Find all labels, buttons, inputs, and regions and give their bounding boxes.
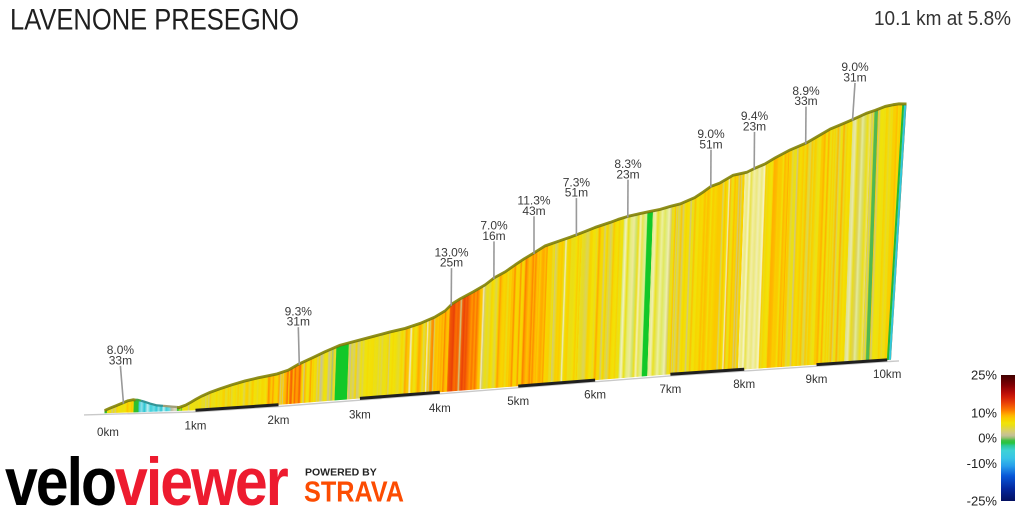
svg-text:-10%: -10% <box>967 456 998 471</box>
svg-text:10.1 km at 5.8%: 10.1 km at 5.8% <box>874 8 1011 30</box>
svg-text:16m: 16m <box>482 229 505 243</box>
svg-text:25%: 25% <box>971 368 997 383</box>
svg-text:POWERED BY: POWERED BY <box>305 467 377 479</box>
svg-text:10km: 10km <box>873 368 901 381</box>
svg-text:11.3%: 11.3% <box>517 194 550 208</box>
svg-text:31m: 31m <box>843 70 866 84</box>
svg-text:2km: 2km <box>268 414 290 427</box>
svg-text:9.3%: 9.3% <box>285 304 313 318</box>
svg-text:0%: 0% <box>978 431 997 446</box>
svg-text:3km: 3km <box>349 408 371 421</box>
svg-text:-25%: -25% <box>967 494 998 509</box>
svg-text:1km: 1km <box>185 419 207 432</box>
svg-text:7.3%: 7.3% <box>563 175 591 189</box>
svg-text:8.0%: 8.0% <box>107 343 135 357</box>
svg-text:0km: 0km <box>97 426 119 439</box>
svg-text:43m: 43m <box>522 204 545 218</box>
svg-text:9km: 9km <box>806 373 828 386</box>
svg-text:33m: 33m <box>794 94 817 108</box>
svg-text:8.3%: 8.3% <box>614 157 642 171</box>
svg-text:13.0%: 13.0% <box>434 245 468 259</box>
svg-text:8km: 8km <box>733 378 755 391</box>
svg-text:STRAVA: STRAVA <box>304 477 404 509</box>
svg-text:6km: 6km <box>584 388 606 401</box>
svg-text:33m: 33m <box>109 354 132 368</box>
svg-text:7.0%: 7.0% <box>480 219 508 233</box>
svg-text:LAVENONE PRESEGNO: LAVENONE PRESEGNO <box>10 4 299 37</box>
svg-text:25m: 25m <box>440 256 463 270</box>
svg-text:4km: 4km <box>429 402 451 415</box>
svg-text:51m: 51m <box>565 186 588 200</box>
svg-text:8.9%: 8.9% <box>792 84 820 98</box>
svg-text:10%: 10% <box>971 406 997 421</box>
svg-text:9.0%: 9.0% <box>697 127 725 141</box>
svg-text:9.0%: 9.0% <box>841 60 869 74</box>
svg-text:veloviewer: veloviewer <box>5 443 288 512</box>
svg-text:9.4%: 9.4% <box>741 109 769 123</box>
svg-text:7km: 7km <box>659 383 681 396</box>
svg-text:23m: 23m <box>616 167 639 181</box>
svg-text:51m: 51m <box>699 137 722 151</box>
svg-text:5km: 5km <box>507 395 529 408</box>
svg-text:23m: 23m <box>743 119 766 133</box>
svg-text:31m: 31m <box>287 315 310 329</box>
